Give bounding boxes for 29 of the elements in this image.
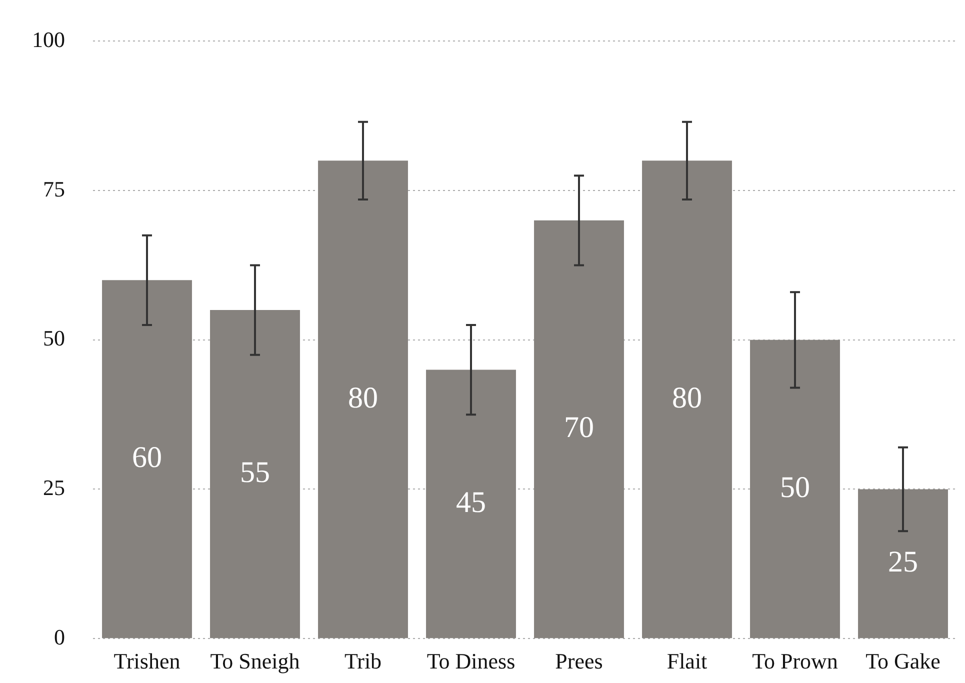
x-tick-label: Trishen (114, 648, 180, 674)
data-label: 55 (240, 456, 270, 489)
bar (534, 220, 624, 638)
x-tick-label: Prees (555, 648, 603, 674)
x-tick-label: Flait (666, 648, 708, 674)
data-label: 25 (888, 546, 918, 579)
x-tick-label: To Sneigh (210, 648, 300, 674)
bar (210, 310, 300, 638)
data-label: 80 (672, 381, 702, 414)
bar (102, 280, 192, 638)
y-tick-label: 25 (43, 475, 65, 500)
bar (858, 489, 948, 638)
bar (318, 160, 408, 638)
x-tick-label: Trib (344, 648, 382, 674)
y-tick-label: 0 (54, 624, 65, 650)
data-label: 45 (456, 486, 486, 519)
x-tick-label: To Gake (866, 648, 940, 674)
data-label: 80 (348, 381, 378, 414)
x-tick-label: To Prown (752, 648, 838, 674)
y-tick-label: 75 (43, 176, 65, 202)
bar (426, 370, 516, 638)
x-tick-label: To Diness (426, 648, 516, 674)
data-label: 60 (132, 441, 162, 474)
y-tick-label: 100 (32, 26, 65, 52)
y-tick-label: 50 (43, 326, 65, 351)
data-label: 70 (564, 411, 594, 444)
bar (642, 160, 732, 638)
data-label: 50 (780, 470, 810, 504)
bar (750, 340, 840, 638)
